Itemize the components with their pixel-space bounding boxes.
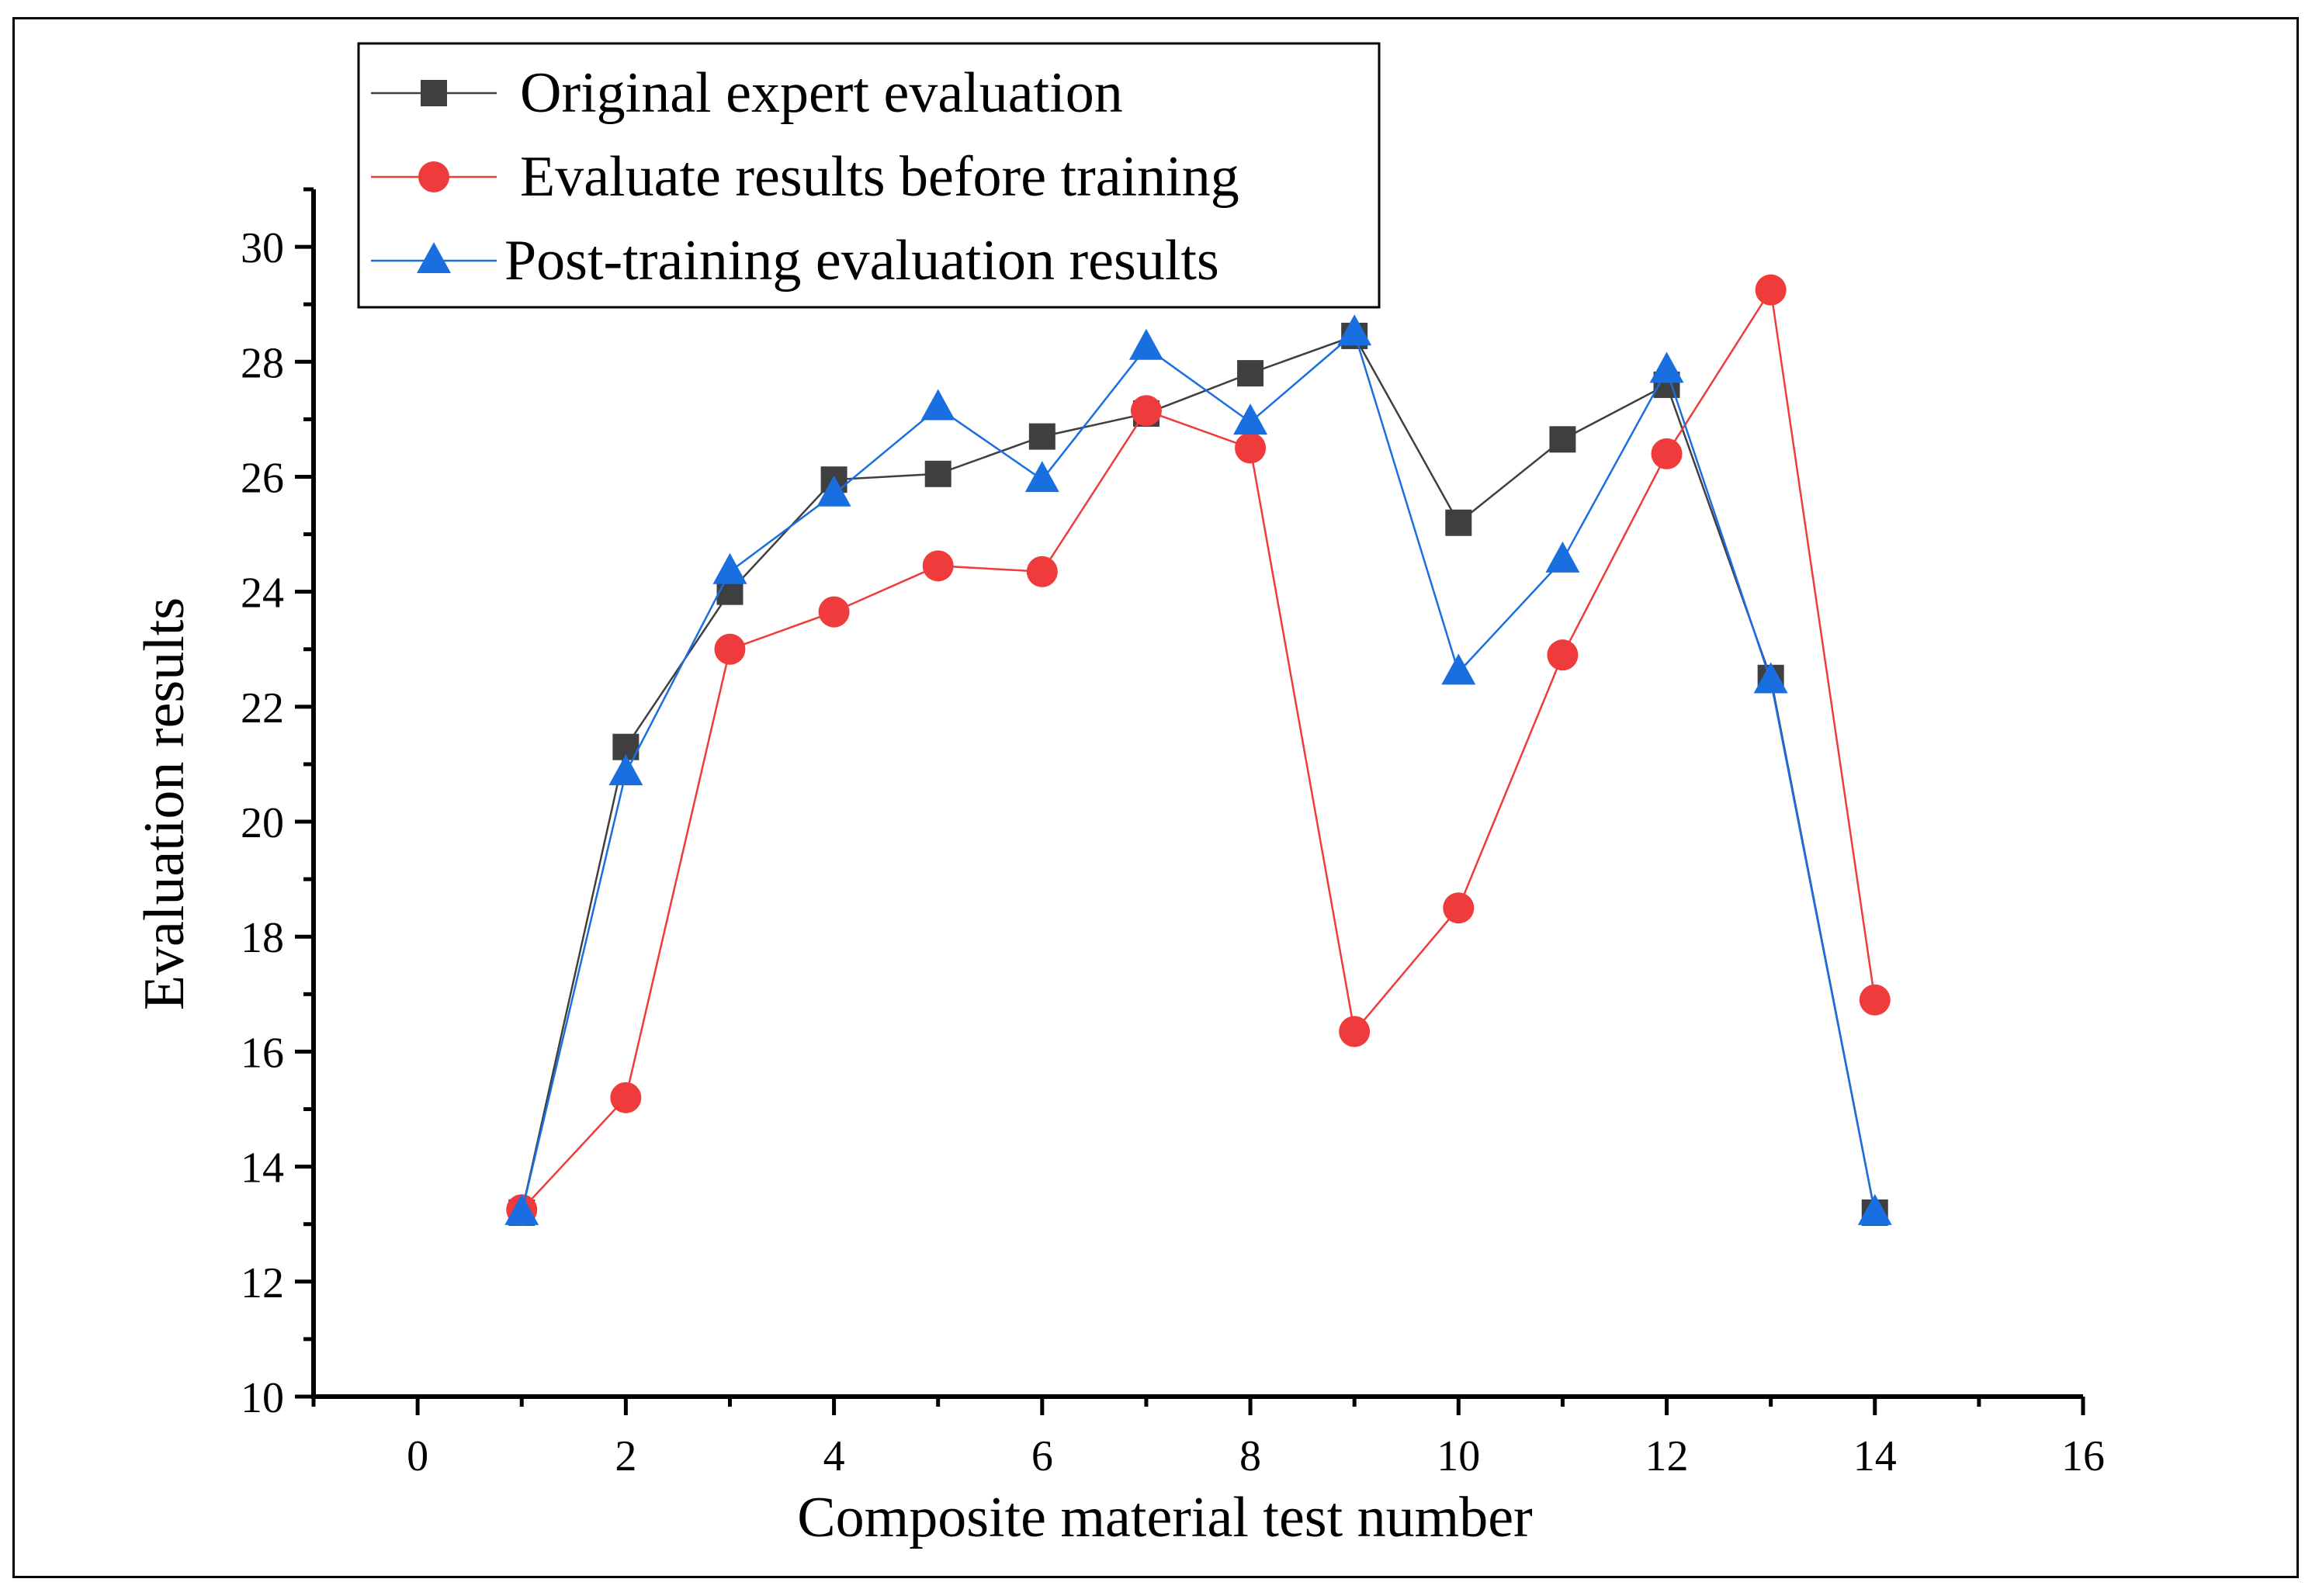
- data-point-triangle: [1649, 351, 1684, 383]
- y-tick-label: 14: [241, 1144, 284, 1193]
- y-tick-label: 28: [241, 339, 284, 387]
- data-point-circle: [1443, 892, 1475, 924]
- legend-triangle-marker: [417, 242, 451, 273]
- legend-label: Evaluate results before training: [520, 145, 1239, 209]
- data-point-triangle: [816, 475, 851, 507]
- y-tick-label: 26: [241, 454, 284, 502]
- data-point-triangle: [504, 1193, 539, 1225]
- x-tick-label: 16: [2061, 1432, 2105, 1480]
- legend-label: Post-training evaluation results: [504, 229, 1219, 293]
- data-point-circle: [1547, 639, 1579, 671]
- data-point-triangle: [1024, 461, 1059, 493]
- series-line: [521, 331, 1876, 1213]
- y-tick-label: 24: [241, 570, 284, 618]
- legend-item: Post-training evaluation results: [371, 229, 1219, 293]
- y-axis-label: Evaluation results: [133, 597, 196, 1010]
- series-line: [521, 334, 1876, 1213]
- series-3: [504, 314, 1892, 1225]
- data-point-square: [1237, 360, 1264, 387]
- y-tick-label: 22: [241, 684, 284, 732]
- data-point-circle: [1339, 1016, 1371, 1047]
- data-point-triangle: [1441, 653, 1476, 685]
- data-point-triangle: [1128, 328, 1163, 360]
- x-tick-label: 12: [1645, 1432, 1689, 1480]
- y-tick-label: 10: [241, 1374, 284, 1422]
- y-tick-label: 16: [241, 1029, 284, 1077]
- data-point-triangle: [920, 389, 955, 421]
- x-tick-label: 8: [1239, 1432, 1261, 1480]
- data-point-circle: [1755, 274, 1787, 306]
- legend-label: Original expert evaluation: [520, 61, 1123, 125]
- data-point-circle: [1859, 984, 1891, 1016]
- x-tick-label: 10: [1437, 1432, 1480, 1480]
- legend: Original expert evaluation Evaluate resul…: [357, 42, 1381, 309]
- x-tick-label: 14: [1853, 1432, 1897, 1480]
- legend-item: Original expert evaluation: [371, 61, 1123, 125]
- y-tick-label: 12: [241, 1259, 284, 1307]
- legend-circle-marker: [418, 161, 449, 192]
- y-tick-label: 30: [241, 224, 284, 272]
- data-point-circle: [1651, 438, 1683, 469]
- data-point-circle: [1235, 432, 1267, 464]
- data-point-square: [1549, 426, 1576, 453]
- data-point-square: [1028, 423, 1055, 450]
- y-tick-label: 18: [241, 914, 284, 962]
- data-point-circle: [610, 1082, 642, 1113]
- data-point-square: [924, 460, 951, 487]
- data-point-circle: [1130, 395, 1162, 427]
- data-point-triangle: [1337, 314, 1372, 346]
- figure-frame: [12, 17, 2299, 1578]
- x-tick-label: 4: [823, 1432, 845, 1480]
- data-point-triangle: [1857, 1193, 1892, 1225]
- x-tick-label: 2: [615, 1432, 636, 1480]
- legend-item: Evaluate results before training: [371, 145, 1239, 209]
- legend-box: [357, 42, 1381, 309]
- x-tick-label: 0: [407, 1432, 428, 1480]
- data-point-square: [1445, 509, 1472, 536]
- data-point-circle: [922, 550, 954, 582]
- data-point-circle: [1026, 556, 1058, 587]
- data-point-circle: [818, 596, 850, 628]
- x-axis-label: Composite material test number: [797, 1486, 1532, 1549]
- data-point-circle: [714, 633, 746, 665]
- series-line: [521, 287, 1877, 1211]
- x-tick-label: 6: [1031, 1432, 1053, 1480]
- data-point-triangle: [1545, 541, 1580, 573]
- data-point-triangle: [1753, 662, 1788, 694]
- axes: [311, 189, 2083, 1399]
- data-point-triangle: [608, 754, 643, 786]
- legend-square-marker: [421, 80, 447, 106]
- data-point-triangle: [712, 552, 747, 584]
- y-tick-label: 20: [241, 799, 284, 847]
- series-group: [504, 274, 1892, 1226]
- data-point-triangle: [1233, 403, 1268, 435]
